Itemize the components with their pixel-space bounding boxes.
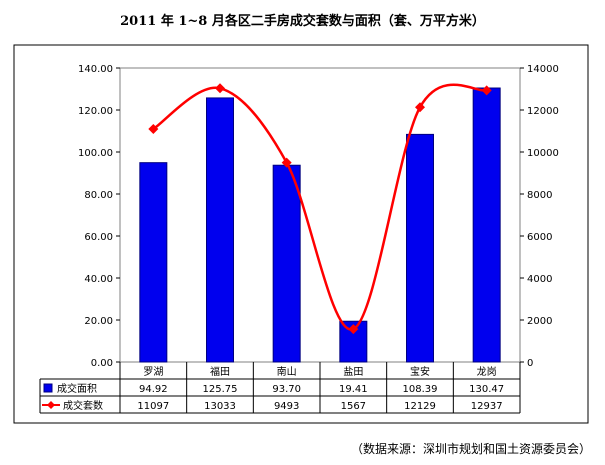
table-cell-area: 19.41	[339, 384, 368, 395]
legend-key-marker	[47, 401, 55, 409]
x-category-label: 福田	[210, 365, 230, 378]
bar	[206, 97, 234, 363]
line-marker	[215, 83, 225, 94]
legend-label-area: 成交面积	[57, 382, 97, 395]
table-cell-area: 94.92	[139, 384, 168, 395]
right-axis: 0 2000 4000 6000 8000 10000 12000 14000	[520, 64, 559, 369]
left-tick-label: 140.00	[78, 64, 113, 75]
right-tick-label: 6000	[527, 232, 552, 243]
legend-label-count: 成交套数	[63, 399, 103, 412]
data-table: 罗湖 福田 南山 盐田 宝安 龙岗 94.92 125.75 93.70 19.41 108.39 1…	[39, 362, 521, 414]
bar	[406, 133, 434, 363]
right-tick-label: 12000	[527, 106, 559, 117]
left-axis: 0.00 20.00 40.00 60.00 80.00 100.00 120.00 140.…	[78, 64, 120, 369]
left-tick-label: 0.00	[91, 358, 113, 369]
right-tick-label: 14000	[527, 64, 559, 75]
right-tick-label: 4000	[527, 274, 552, 285]
legend-key-bar	[43, 383, 53, 393]
table-cell-area: 108.39	[403, 384, 438, 395]
chart-title: 2011 年 1~8 月各区二手房成交套数与面积（套、万平方米）	[120, 14, 485, 29]
bar	[139, 162, 168, 363]
x-category-label: 宝安	[410, 365, 430, 378]
x-category-label: 南山	[277, 365, 297, 378]
x-category-label: 罗湖	[143, 366, 163, 378]
table-cell-count: 1567	[341, 401, 366, 412]
left-tick-label: 20.00	[84, 316, 113, 327]
table-cell-count: 9493	[274, 401, 299, 412]
left-tick-label: 40.00	[84, 274, 113, 285]
table-cell-area: 125.75	[203, 384, 238, 395]
right-tick-label: 8000	[527, 190, 552, 201]
table-cell-area: 93.70	[272, 384, 301, 395]
table-cell-area: 130.47	[469, 384, 504, 395]
table-cell-count: 12129	[404, 401, 436, 412]
line-marker	[415, 102, 425, 113]
left-tick-label: 100.00	[78, 148, 113, 159]
table-cell-count: 11097	[137, 401, 169, 412]
table-cell-count: 12937	[471, 401, 503, 412]
x-category-label: 龙岗	[477, 365, 497, 378]
left-tick-label: 60.00	[84, 232, 113, 243]
bar-series	[139, 87, 501, 363]
left-tick-label: 120.00	[78, 106, 113, 117]
line-marker	[348, 324, 359, 335]
bar	[339, 320, 368, 363]
left-tick-label: 80.00	[84, 190, 113, 201]
x-category-label: 盐田	[343, 365, 363, 378]
source-note: （数据来源：深圳市规划和国土资源委员会）	[350, 442, 591, 456]
line-marker	[281, 157, 292, 168]
plot-area	[119, 67, 521, 363]
right-tick-label: 0	[527, 358, 533, 369]
right-tick-label: 2000	[527, 316, 552, 327]
chart: 0.00 20.00 40.00 60.00 80.00 100.00 120.00 140.…	[13, 44, 589, 424]
table-cell-count: 13033	[204, 401, 236, 412]
line-series	[148, 83, 492, 335]
right-tick-label: 10000	[527, 148, 559, 159]
line-marker	[481, 85, 492, 96]
line-marker	[148, 123, 159, 134]
bar	[472, 87, 501, 363]
bar	[272, 164, 301, 363]
